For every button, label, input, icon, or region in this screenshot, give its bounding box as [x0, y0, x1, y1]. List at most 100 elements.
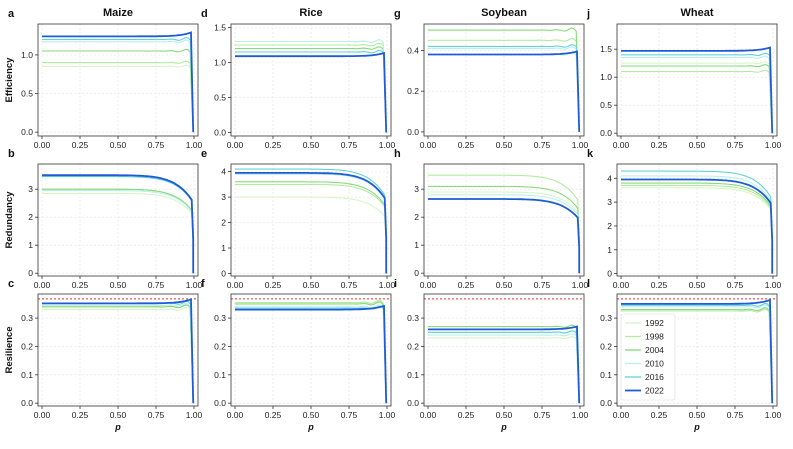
row-label: Redundancy	[4, 191, 15, 249]
y-tick-label: 1.0	[21, 50, 33, 60]
series-line-2016	[428, 44, 580, 132]
y-tick-label: 3	[607, 197, 612, 207]
x-tick-label: 0.00	[227, 280, 244, 290]
series-line-1992	[621, 187, 773, 274]
y-tick-label: 0.2	[214, 341, 226, 351]
y-tick-label: 0	[221, 268, 226, 278]
x-axis-label: p	[307, 422, 314, 432]
series-line-2010	[42, 190, 194, 274]
y-tick-label: 1.5	[600, 44, 612, 54]
x-tick-label: 0.75	[534, 280, 551, 290]
y-tick-label: 0.1	[600, 370, 612, 380]
series-line-2022	[428, 325, 581, 404]
series-line-1998	[428, 37, 580, 132]
y-tick-label: 0.3	[600, 313, 612, 323]
x-tick-label: 0.25	[651, 280, 668, 290]
series-line-1998	[428, 330, 580, 404]
y-tick-label: 0	[414, 268, 419, 278]
series-line-2022	[42, 31, 195, 133]
y-tick-label: 0.1	[21, 370, 33, 380]
y-tick-label: 0.4	[407, 45, 419, 55]
x-tick-label: 0.50	[303, 140, 320, 150]
y-tick-label: 0.5	[21, 89, 33, 99]
series-line-1992	[235, 39, 387, 133]
x-tick-label: 0.50	[110, 410, 127, 420]
y-tick-label: 2	[414, 212, 419, 222]
series-line-2016	[235, 168, 387, 274]
x-tick-label: 0.25	[265, 140, 282, 150]
x-tick-label: 0.25	[265, 280, 282, 290]
legend-label-1998: 1998	[645, 332, 664, 342]
y-tick-label: 0.0	[214, 128, 226, 138]
series-line-1998	[235, 42, 387, 133]
series-line-2010	[621, 175, 773, 274]
legend-label-2016: 2016	[645, 372, 664, 382]
x-tick-label: 0.75	[534, 410, 551, 420]
series-line-2004	[428, 185, 580, 274]
y-tick-label: 1	[607, 245, 612, 255]
y-tick-label: 0.0	[214, 398, 226, 408]
series-line-2016	[621, 302, 773, 404]
series-line-2016	[42, 300, 194, 404]
x-tick-label: 0.50	[110, 140, 127, 150]
y-tick-label: 0.5	[214, 93, 226, 103]
row-label: Efficiency	[4, 57, 15, 103]
series-line-2010	[42, 39, 194, 133]
panel-i: 0.0 0.1 0.2 0.3 0.00 0.25 0.50 0.75 1.00 i p	[394, 278, 589, 432]
x-tick-label: 0.00	[227, 410, 244, 420]
y-tick-label: 3	[414, 184, 419, 194]
series-line-2022	[235, 172, 388, 274]
x-tick-label: 0.00	[227, 140, 244, 150]
legend-label-2010: 2010	[645, 359, 664, 369]
panel-l: 0.00.10.20.30.00 0.25 0.50 0.75 1.00lp199219…	[587, 278, 782, 432]
x-tick-label: 0.50	[303, 410, 320, 420]
panel-k: 0 1 2 3 4 0.00 0.25 0.50 0.75 1.00 k	[587, 148, 782, 290]
y-tick-label: 2	[28, 212, 33, 222]
x-tick-label: 0.25	[458, 280, 475, 290]
x-tick-label: 0.25	[72, 410, 89, 420]
y-tick-label: 0.3	[214, 313, 226, 323]
series-line-2004	[621, 64, 773, 134]
x-tick-label: 0.00	[613, 280, 630, 290]
series-line-1998	[621, 184, 773, 274]
x-tick-label: 0.75	[148, 280, 165, 290]
series-line-1992	[428, 336, 580, 404]
y-tick-label: 4	[607, 173, 612, 183]
series-line-2022	[621, 178, 774, 274]
y-tick-label: 0	[28, 268, 33, 278]
legend-label-2004: 2004	[645, 345, 664, 355]
x-tick-label: 0.50	[689, 280, 706, 290]
panel-g: 0.0 0.2 0.4 0.00 0.25 0.50 0.75 1.00 g Soybean	[394, 7, 589, 150]
column-title: Wheat	[681, 7, 714, 19]
panel-letter: f	[201, 278, 205, 290]
x-tick-label: 0.50	[689, 140, 706, 150]
series-line-2010	[235, 173, 387, 274]
y-tick-label: 0.0	[600, 128, 612, 138]
x-tick-label: 1.00	[572, 280, 589, 290]
x-tick-label: 0.50	[496, 140, 513, 150]
series-line-2016	[42, 37, 194, 133]
y-tick-label: 0.0	[407, 127, 419, 137]
x-tick-label: 1.00	[186, 410, 203, 420]
panel-j: 0.0 0.5 1.0 1.5 0.00 0.25 0.50 0.75 1.00 j Wheat	[586, 7, 782, 150]
y-tick-label: 0.0	[600, 398, 612, 408]
column-title: Soybean	[481, 7, 527, 19]
panel-letter: e	[201, 148, 207, 160]
x-tick-label: 0.25	[651, 410, 668, 420]
x-tick-label: 0.50	[303, 280, 320, 290]
series-line-1992	[42, 307, 194, 404]
y-tick-label: 0.3	[407, 313, 419, 323]
legend-box	[620, 313, 676, 401]
x-tick-label: 0.25	[458, 140, 475, 150]
x-tick-label: 0.25	[72, 280, 89, 290]
panel-f: 0.0 0.1 0.2 0.3 0.00 0.25 0.50 0.75 1.00 f p	[201, 278, 396, 432]
y-tick-label: 3	[28, 184, 33, 194]
panel-letter: g	[394, 8, 401, 20]
x-tick-label: 0.00	[420, 140, 437, 150]
series-line-2004	[235, 46, 387, 133]
x-tick-label: 0.75	[341, 280, 358, 290]
y-tick-label: 0.2	[407, 86, 419, 96]
series-line-2022	[42, 174, 195, 274]
panel-letter: b	[8, 148, 15, 160]
